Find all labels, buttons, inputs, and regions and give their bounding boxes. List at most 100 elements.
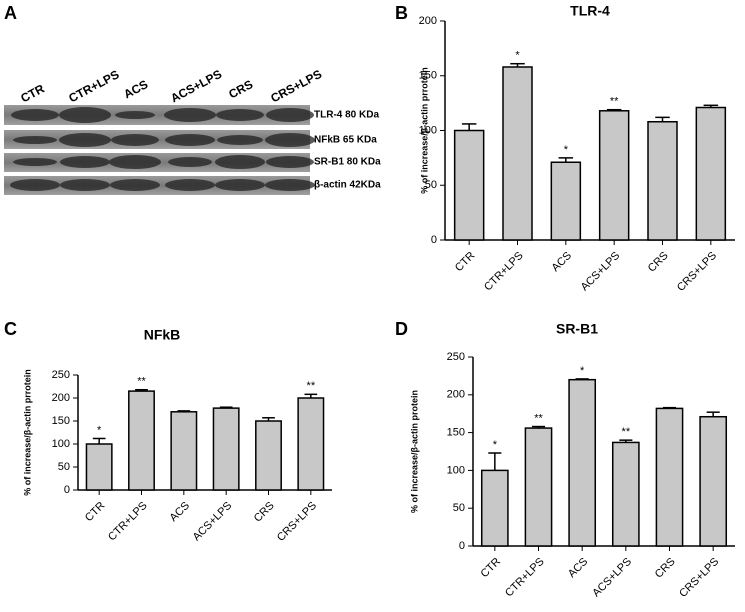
x-tick-label: CRS: [646, 250, 671, 275]
y-tick-label: 100: [52, 438, 70, 450]
lane-label: CRS: [226, 77, 255, 101]
y-axis-label: % of increase/β-actin prrotein: [22, 369, 32, 496]
chart-title: SR-B1: [556, 321, 598, 337]
bar: [699, 415, 728, 547]
bar: [524, 427, 553, 547]
x-tick-label: CTR: [479, 556, 504, 581]
band-label: SR-B1 80 KDa: [314, 157, 381, 168]
chart-title: TLR-4: [570, 3, 610, 19]
error-bar: [662, 406, 677, 409]
band-label: NFkB 65 KDa: [314, 135, 377, 146]
x-tick-label: CRS+LPS: [675, 250, 719, 294]
error-bar: [706, 411, 720, 417]
y-tick-label: 150: [52, 415, 70, 427]
panel-label: B: [395, 3, 408, 23]
significance-mark: *: [493, 439, 498, 451]
bar: [568, 378, 597, 547]
x-tick-label: CRS: [653, 556, 678, 581]
y-tick-label: 0: [459, 540, 465, 552]
x-tick-label: CTR+LPS: [482, 250, 526, 294]
blot-panel: A CTR CTR+LPS ACS ACS+LPS CRS CRS+LPS TL…: [4, 3, 381, 195]
y-tick-label: 150: [447, 427, 465, 439]
bar: [647, 120, 678, 241]
bar: [598, 110, 630, 241]
y-tick-label: 0: [431, 234, 437, 246]
significance-mark: *: [515, 50, 520, 62]
significance-mark: **: [307, 380, 316, 392]
significance-mark: **: [137, 376, 146, 388]
bar: [453, 129, 485, 241]
significance-mark: *: [580, 365, 585, 377]
error-bar: [575, 378, 589, 380]
blot-bands: [10, 107, 315, 191]
lane-label: CRS+LPS: [268, 67, 324, 106]
error-bar: [510, 62, 525, 67]
x-tick-label: ACS+LPS: [191, 500, 235, 544]
lane-label: CTR+LPS: [66, 67, 121, 105]
panel-label: C: [4, 319, 17, 339]
significance-mark: *: [564, 144, 569, 156]
error-bar: [619, 439, 633, 443]
error-bar: [558, 157, 574, 163]
error-bar: [488, 452, 502, 471]
y-tick-label: 250: [52, 369, 70, 381]
error-bar: [177, 410, 191, 412]
significance-mark: **: [534, 412, 543, 424]
bar: [170, 411, 198, 491]
error-bar: [606, 108, 622, 111]
bar: [611, 441, 640, 547]
y-tick-label: 200: [52, 392, 70, 404]
bar: [212, 407, 240, 491]
x-tick-label: ACS+LPS: [590, 556, 634, 600]
x-tick-label: ACS: [566, 556, 590, 580]
y-tick-label: 100: [419, 124, 437, 136]
bar: [128, 390, 155, 491]
error-bar: [92, 437, 106, 444]
significance-mark: **: [610, 96, 619, 108]
x-tick-label: CRS+LPS: [677, 556, 721, 600]
bar: [695, 106, 727, 241]
error-bar: [262, 417, 275, 421]
y-axis-label: % of increase/β-actin prrotein: [419, 67, 429, 194]
bar: [550, 161, 582, 241]
error-bar: [703, 104, 719, 108]
x-tick-label: CTR+LPS: [106, 500, 150, 544]
y-tick-label: 150: [419, 70, 437, 82]
significance-mark: *: [97, 424, 102, 436]
bar: [480, 469, 509, 547]
error-bar: [135, 388, 148, 392]
y-axis-label: % of increase/β-actin protein: [409, 390, 419, 513]
y-tick-label: 100: [447, 464, 465, 476]
y-tick-label: 0: [64, 484, 70, 496]
lane-label: ACS+LPS: [168, 67, 224, 106]
y-tick-label: 250: [447, 351, 465, 363]
panel-label: D: [395, 319, 408, 339]
band-label: TLR-4 80 KDa: [314, 110, 379, 121]
error-bar: [304, 393, 318, 398]
bar: [655, 407, 684, 547]
x-tick-label: CTR: [83, 500, 108, 525]
error-bar: [461, 123, 477, 131]
y-tick-label: 200: [447, 389, 465, 401]
bar: [297, 397, 325, 491]
x-tick-label: CTR+LPS: [503, 556, 547, 600]
bar: [502, 66, 533, 241]
error-bar: [531, 425, 546, 429]
y-tick-label: 200: [419, 15, 437, 27]
error-bar: [219, 406, 233, 409]
panel-label: A: [4, 3, 17, 23]
x-tick-label: ACS+LPS: [579, 250, 623, 294]
x-tick-label: ACS: [168, 500, 192, 524]
lane-label: CTR: [18, 81, 47, 105]
significance-mark: **: [622, 426, 631, 438]
x-tick-label: CRS+LPS: [275, 500, 319, 544]
chart-title: NFkB: [144, 327, 181, 343]
y-tick-label: 50: [425, 179, 437, 191]
y-tick-label: 50: [453, 502, 465, 514]
x-tick-label: ACS: [550, 250, 574, 274]
band-label: β-actin 42KDa: [314, 180, 381, 191]
lane-label: ACS: [121, 77, 150, 101]
blot-strips: [4, 105, 315, 195]
bar: [85, 443, 113, 491]
